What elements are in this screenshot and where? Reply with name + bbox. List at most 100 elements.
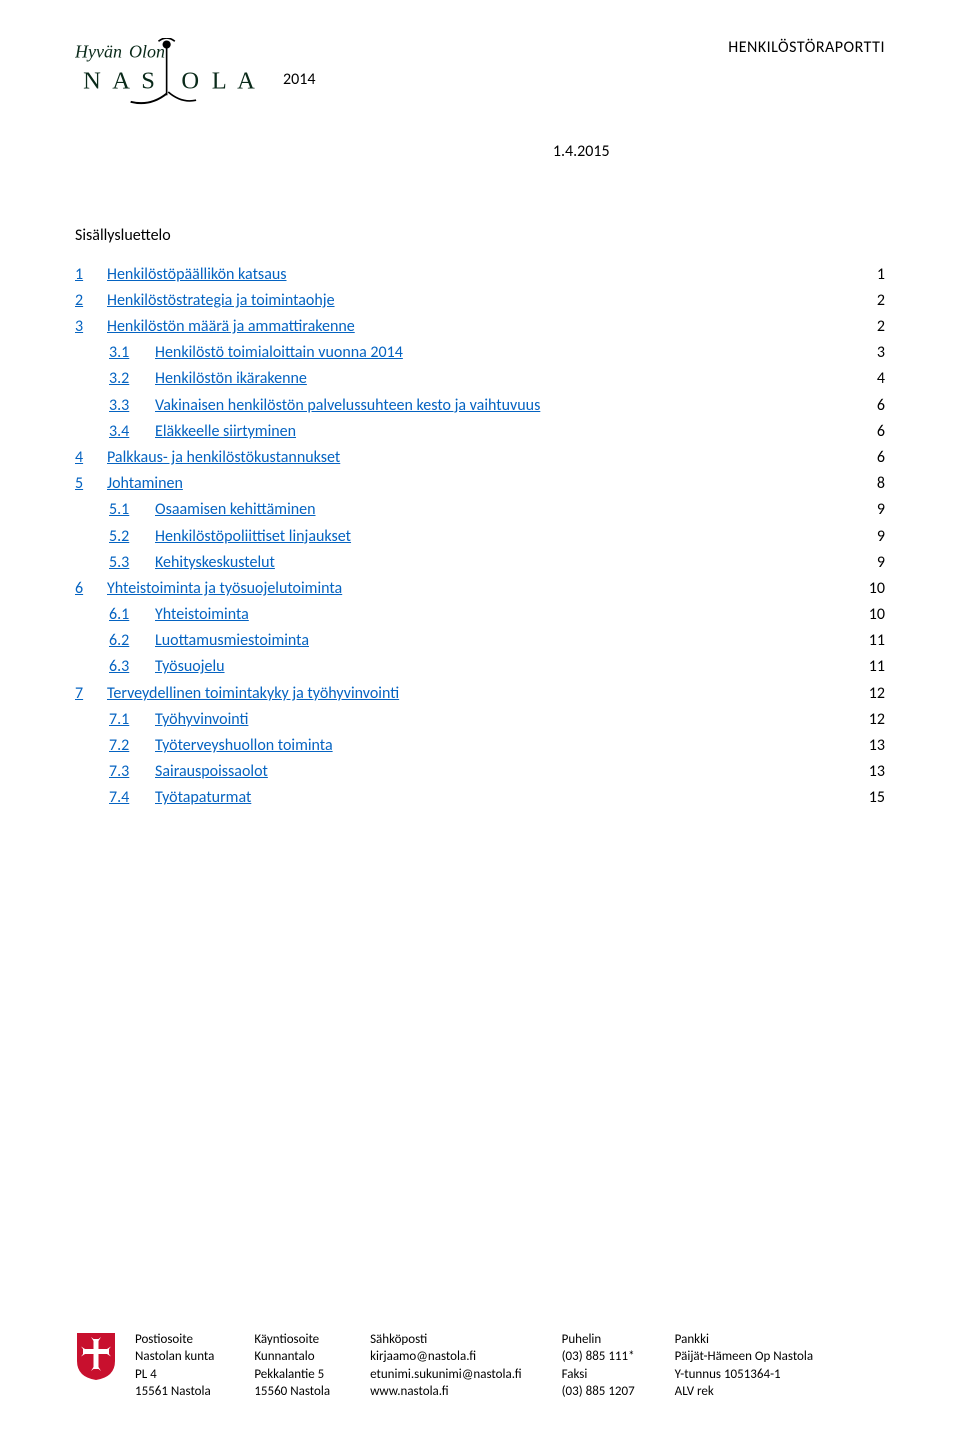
toc-page-number: 11 [857,629,885,652]
toc-text-link[interactable]: Vakinaisen henkilöstön palvelussuhteen k… [155,394,540,417]
toc-page-number: 8 [865,472,885,495]
toc-page-number: 10 [857,577,885,600]
footer-column-head: Sähköposti [370,1331,522,1349]
toc-page-number: 9 [865,551,885,574]
toc-left: 6Yhteistoiminta ja työsuojelutoiminta [75,577,342,600]
toc-left: 5.2Henkilöstöpoliittiset linjaukset [75,525,351,548]
toc-text-link[interactable]: Luottamusmiestoiminta [155,629,309,652]
section-title: Sisällysluettelo [75,226,885,245]
toc-text-link[interactable]: Henkilöstöpäällikön katsaus [107,263,287,286]
toc-text-link[interactable]: Palkkaus- ja henkilöstökustannukset [107,446,340,469]
toc-number-link[interactable]: 5.3 [109,551,155,574]
toc-number-link[interactable]: 6.2 [109,629,155,652]
footer-column: Puhelin(03) 885 111*Faksi(03) 885 1207 [562,1331,635,1401]
footer-column-head: Puhelin [562,1331,635,1349]
footer-column-head: Pankki [675,1331,813,1349]
toc-number-link[interactable]: 3.1 [109,341,155,364]
toc-left: 6.2Luottamusmiestoiminta [75,629,309,652]
toc-number-link[interactable]: 7.4 [109,786,155,809]
toc-page-number: 1 [865,263,885,286]
toc-left: 7.2Työterveyshuollon toiminta [75,734,333,757]
toc-text-link[interactable]: Eläkkeelle siirtyminen [155,420,296,443]
toc-left: 7.4Työtapaturmat [75,786,251,809]
toc-text-link[interactable]: Sairauspoissaolot [155,760,268,783]
toc-page-number: 6 [865,446,885,469]
toc-text-link[interactable]: Osaamisen kehittäminen [155,498,316,521]
toc-text-link[interactable]: Johtaminen [107,472,183,495]
toc-text-link[interactable]: Henkilöstöpoliittiset linjaukset [155,525,351,548]
toc-text-link[interactable]: Työtapaturmat [155,786,251,809]
toc-text-link[interactable]: Henkilöstö toimialoittain vuonna 2014 [155,341,403,364]
footer-columns: PostiosoiteNastolan kuntaPL 415561 Nasto… [135,1331,885,1401]
toc-text-link[interactable]: Työsuojelu [155,655,225,678]
toc-page-number: 2 [865,315,885,338]
toc-left: 1Henkilöstöpäällikön katsaus [75,263,287,286]
toc-number-link[interactable]: 3.4 [109,420,155,443]
footer-column-head: Postiosoite [135,1331,214,1349]
footer-column-line: Pekkalantie 5 [254,1366,330,1384]
footer-column-line: Y-tunnus 1051364-1 [675,1366,813,1384]
toc-left: 3.4Eläkkeelle siirtyminen [75,420,296,443]
toc-number-link[interactable]: 6.1 [109,603,155,626]
toc-text-link[interactable]: Yhteistoiminta [155,603,249,626]
footer-column-line: Kunnantalo [254,1348,330,1366]
logo-year-group: Hyvän Olon N A S O L A 2014 [75,38,315,112]
footer-column-line: (03) 885 111* [562,1348,635,1366]
toc-text-link[interactable]: Henkilöstöstrategia ja toimintaohje [107,289,335,312]
toc-row: 7.4Työtapaturmat 15 [75,786,885,809]
toc-number-link[interactable]: 4 [75,446,107,469]
header: Hyvän Olon N A S O L A 2014 HENKILÖSTÖRA… [75,38,885,112]
toc-text-link[interactable]: Työterveyshuollon toiminta [155,734,333,757]
toc-number-link[interactable]: 2 [75,289,107,312]
toc-number-link[interactable]: 1 [75,263,107,286]
toc-text-link[interactable]: Työhyvinvointi [155,708,248,731]
toc-text-link[interactable]: Terveydellinen toimintakyky ja työhyvinv… [107,682,399,705]
toc-number-link[interactable]: 7.2 [109,734,155,757]
toc-text-link[interactable]: Yhteistoiminta ja työsuojelutoiminta [107,577,342,600]
toc-text-link[interactable]: Kehityskeskustelut [155,551,275,574]
svg-text:Olon: Olon [129,42,165,62]
year-label: 2014 [283,70,315,89]
toc-page-number: 6 [865,420,885,443]
svg-text:O L A: O L A [181,68,255,95]
toc-row: 7.1Työhyvinvointi 12 [75,708,885,731]
toc-left: 5Johtaminen [75,472,183,495]
footer-column-line: PL 4 [135,1366,214,1384]
footer-column-line: (03) 885 1207 [562,1383,635,1401]
toc-row: 1Henkilöstöpäällikön katsaus1 [75,263,885,286]
toc-number-link[interactable]: 3 [75,315,107,338]
toc-row: 2Henkilöstöstrategia ja toimintaohje2 [75,289,885,312]
toc-number-link[interactable]: 6.3 [109,655,155,678]
toc-number-link[interactable]: 5 [75,472,107,495]
toc-number-link[interactable]: 7.3 [109,760,155,783]
toc-row: 6.3Työsuojelu11 [75,655,885,678]
toc-left: 5.3Kehityskeskustelut [75,551,275,574]
toc-page-number: 12 [857,682,885,705]
toc-number-link[interactable]: 5.2 [109,525,155,548]
toc-page-number: 15 [857,786,885,809]
toc-page-number: 9 [865,498,885,521]
toc-number-link[interactable]: 5.1 [109,498,155,521]
toc-number-link[interactable]: 7.1 [109,708,155,731]
toc-left: 3.3Vakinaisen henkilöstön palvelussuhtee… [75,394,540,417]
toc-page-number: 12 [857,708,885,731]
toc-page-number: 9 [865,525,885,548]
toc-left: 7.3Sairauspoissaolot [75,760,268,783]
crest-icon [75,1331,117,1381]
toc-row: 7.3Sairauspoissaolot13 [75,760,885,783]
toc-number-link[interactable]: 6 [75,577,107,600]
toc-number-link[interactable]: 3.2 [109,367,155,390]
toc-row: 3.4Eläkkeelle siirtyminen 6 [75,420,885,443]
toc-row: 7Terveydellinen toimintakyky ja työhyvin… [75,682,885,705]
toc-number-link[interactable]: 3.3 [109,394,155,417]
toc-left: 3.1Henkilöstö toimialoittain vuonna 2014 [75,341,403,364]
svg-text:N A S: N A S [83,68,158,95]
toc-text-link[interactable]: Henkilöstön määrä ja ammattirakenne [107,315,355,338]
toc-page-number: 4 [865,367,885,390]
toc-number-link[interactable]: 7 [75,682,107,705]
toc-text-link[interactable]: Henkilöstön ikärakenne [155,367,307,390]
footer-column-line: www.nastola.fi [370,1383,522,1401]
date-label: 1.4.2015 [278,142,886,161]
svg-text:Hyvän: Hyvän [75,42,122,62]
toc-left: 3.2Henkilöstön ikärakenne [75,367,307,390]
